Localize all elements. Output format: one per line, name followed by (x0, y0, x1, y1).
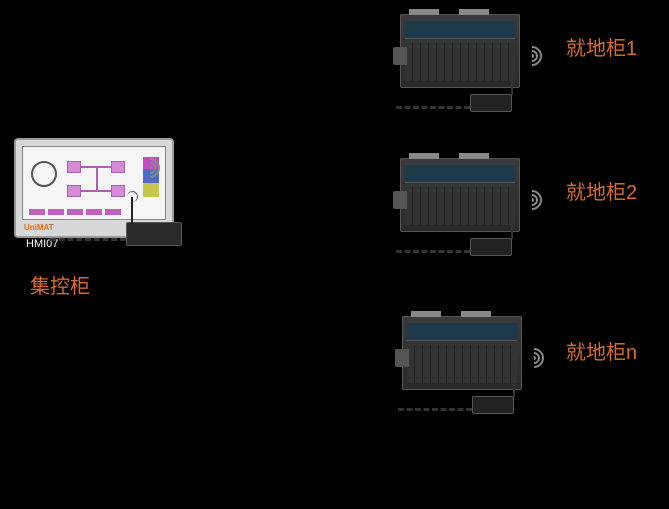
remote-label: 就地柜1 (566, 32, 637, 61)
remote-label: 就地柜n (566, 336, 637, 365)
antenna-icon (511, 75, 513, 95)
gauge-icon (31, 161, 57, 187)
din-rail-icon (411, 311, 441, 317)
remote-label: 就地柜2 (566, 176, 637, 205)
wifi-icon (520, 44, 546, 70)
plc-slots (407, 345, 517, 383)
plc-radio-module (470, 238, 512, 256)
antenna-icon (513, 377, 515, 397)
din-rail-icon (459, 9, 489, 15)
plc-face (405, 165, 515, 183)
plc-face (405, 21, 515, 39)
wifi-icon (520, 188, 546, 214)
plc-cable (396, 250, 470, 253)
master-radio-module (126, 222, 182, 246)
master-cable (50, 238, 126, 241)
hmi-buttons-icon (29, 209, 121, 215)
wifi-icon (138, 156, 164, 182)
din-rail-icon (461, 311, 491, 317)
plc-slots (405, 187, 515, 225)
master-label: 集控柜 (30, 270, 90, 299)
plc-cable (396, 106, 470, 109)
serial-port-icon (393, 47, 407, 65)
flow-diagram-icon (67, 161, 127, 197)
din-rail-icon (409, 153, 439, 159)
plc-cable (398, 408, 472, 411)
plc-slots (405, 43, 515, 81)
plc-face (407, 323, 517, 341)
din-rail-icon (409, 9, 439, 15)
plc-unit (400, 14, 520, 88)
antenna-icon (131, 197, 133, 223)
wifi-icon (522, 346, 548, 372)
serial-port-icon (395, 349, 409, 367)
plc-radio-module (470, 94, 512, 112)
plc-radio-module (472, 396, 514, 414)
din-rail-icon (459, 153, 489, 159)
plc-unit (402, 316, 522, 390)
antenna-icon (511, 219, 513, 239)
hmi-logo: UniMAT (24, 223, 54, 232)
plc-unit (400, 158, 520, 232)
serial-port-icon (393, 191, 407, 209)
